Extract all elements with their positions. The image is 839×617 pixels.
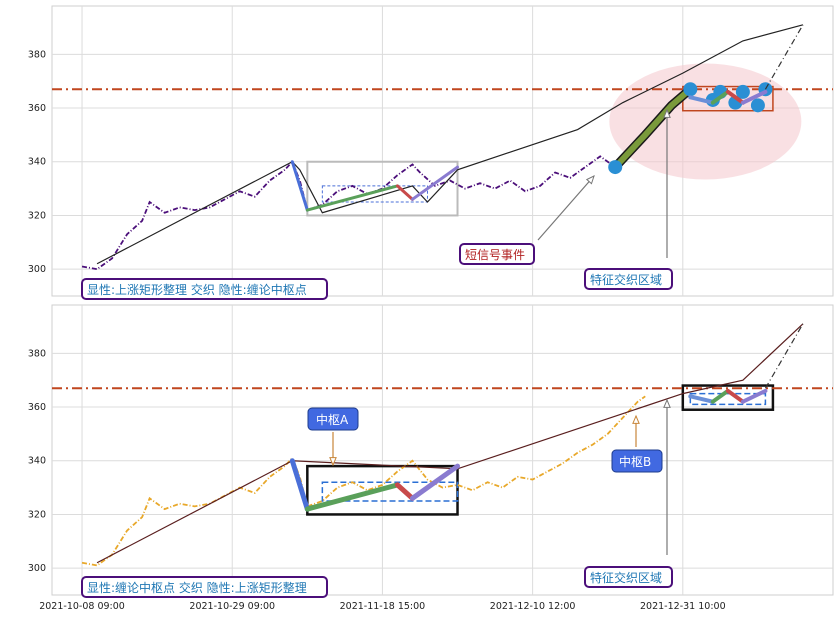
y-tick-label: 340 bbox=[28, 456, 46, 467]
short-signal-arrow bbox=[537, 175, 595, 241]
signal-point bbox=[735, 84, 750, 99]
y-tick-label: 300 bbox=[28, 563, 46, 574]
annotation-top-legend-text: 显性:上涨矩形整理 交织 隐性:缠论中枢点 bbox=[87, 282, 307, 297]
annotation-bottom-legend-text: 显性:缠论中枢点 交织 隐性:上涨矩形整理 bbox=[87, 580, 307, 595]
zhongshu-a-inner bbox=[321, 481, 459, 502]
annotation-top-legend: 显性:上涨矩形整理 交织 隐性:缠论中枢点 bbox=[81, 278, 328, 300]
stroke-segment bbox=[725, 89, 745, 105]
bottom-interleave-arrow-head bbox=[663, 398, 671, 408]
annotation-bottom-legend: 显性:缠论中枢点 交织 隐性:上涨矩形整理 bbox=[81, 576, 328, 598]
annotation-zhongshu-a-text: 中枢A bbox=[316, 412, 349, 427]
zhongshu-a-box bbox=[306, 464, 459, 516]
zhongshu-box bbox=[321, 185, 428, 203]
top-interleave-arrow-head bbox=[663, 108, 671, 118]
x-tick-label: 2021-12-10 12:00 bbox=[490, 601, 576, 612]
annotation-top-interleave-text: 特征交织区域 bbox=[590, 272, 662, 287]
stroke-segment bbox=[410, 165, 460, 201]
signal-zone bbox=[609, 63, 802, 180]
stroke-segment bbox=[304, 482, 400, 512]
price-line bbox=[81, 395, 646, 567]
y-tick-label: 360 bbox=[28, 402, 46, 413]
stroke-segment bbox=[395, 184, 414, 201]
signal-point bbox=[683, 82, 698, 97]
zhongshu-b-inner bbox=[689, 392, 767, 406]
signal-segment bbox=[613, 86, 693, 170]
annotation-top-interleave: 特征交织区域 bbox=[584, 268, 673, 290]
consolidation-box bbox=[306, 160, 459, 217]
zhongshu-a-arrow-head bbox=[329, 457, 337, 467]
short-signal-arrow-head bbox=[585, 175, 595, 185]
trend-line bbox=[96, 323, 804, 564]
top-panel: 300 320 340 360 380 bbox=[28, 5, 834, 297]
stroke-segment bbox=[710, 388, 730, 404]
annotation-bottom-interleave-text: 特征交织区域 bbox=[590, 570, 662, 585]
annotation-zhongshu-b: 中枢B bbox=[611, 449, 663, 473]
stroke-segment bbox=[688, 394, 715, 404]
bottom-plot-area bbox=[51, 304, 834, 596]
signal-point bbox=[608, 160, 623, 175]
annotation-bottom-interleave: 特征交织区域 bbox=[584, 566, 673, 588]
stroke-segment bbox=[710, 89, 730, 105]
annotation-zhongshu-b-text: 中枢B bbox=[619, 454, 651, 469]
annotation-short-signal: 短信号事件 bbox=[459, 243, 535, 265]
stroke-segment bbox=[740, 388, 768, 404]
y-tick-label: 300 bbox=[28, 264, 46, 275]
y-tick-label: 340 bbox=[28, 157, 46, 168]
stroke-segment bbox=[305, 184, 399, 212]
zhongshu-b-arrow-head bbox=[632, 414, 640, 424]
y-tick-label: 380 bbox=[28, 348, 46, 359]
stroke-segment bbox=[725, 388, 745, 404]
signal-point bbox=[750, 98, 765, 113]
x-tick-label: 2021-10-08 09:00 bbox=[39, 601, 125, 612]
stroke-segment bbox=[290, 160, 309, 212]
x-tick-label: 2021-10-29 09:00 bbox=[189, 601, 275, 612]
stroke-segment bbox=[289, 458, 310, 512]
stroke-segment bbox=[688, 95, 715, 105]
y-tick-label: 320 bbox=[28, 509, 46, 520]
trend-line bbox=[96, 24, 804, 265]
annotation-short-signal-text: 短信号事件 bbox=[465, 248, 525, 262]
y-tick-label: 380 bbox=[28, 49, 46, 60]
x-tick-label: 2021-11-18 15:00 bbox=[340, 601, 426, 612]
annotation-zhongshu-a: 中枢A bbox=[307, 407, 359, 431]
bottom-panel: 300 320 340 360 380 bbox=[28, 304, 834, 596]
stroke-segment bbox=[409, 463, 461, 501]
y-tick-label: 320 bbox=[28, 210, 46, 221]
y-tick-label: 360 bbox=[28, 103, 46, 114]
stroke-segment bbox=[394, 482, 415, 501]
zhongshu-b-box bbox=[681, 384, 775, 411]
x-tick-label: 2021-12-31 10:00 bbox=[640, 601, 726, 612]
stroke-segment bbox=[740, 89, 768, 105]
